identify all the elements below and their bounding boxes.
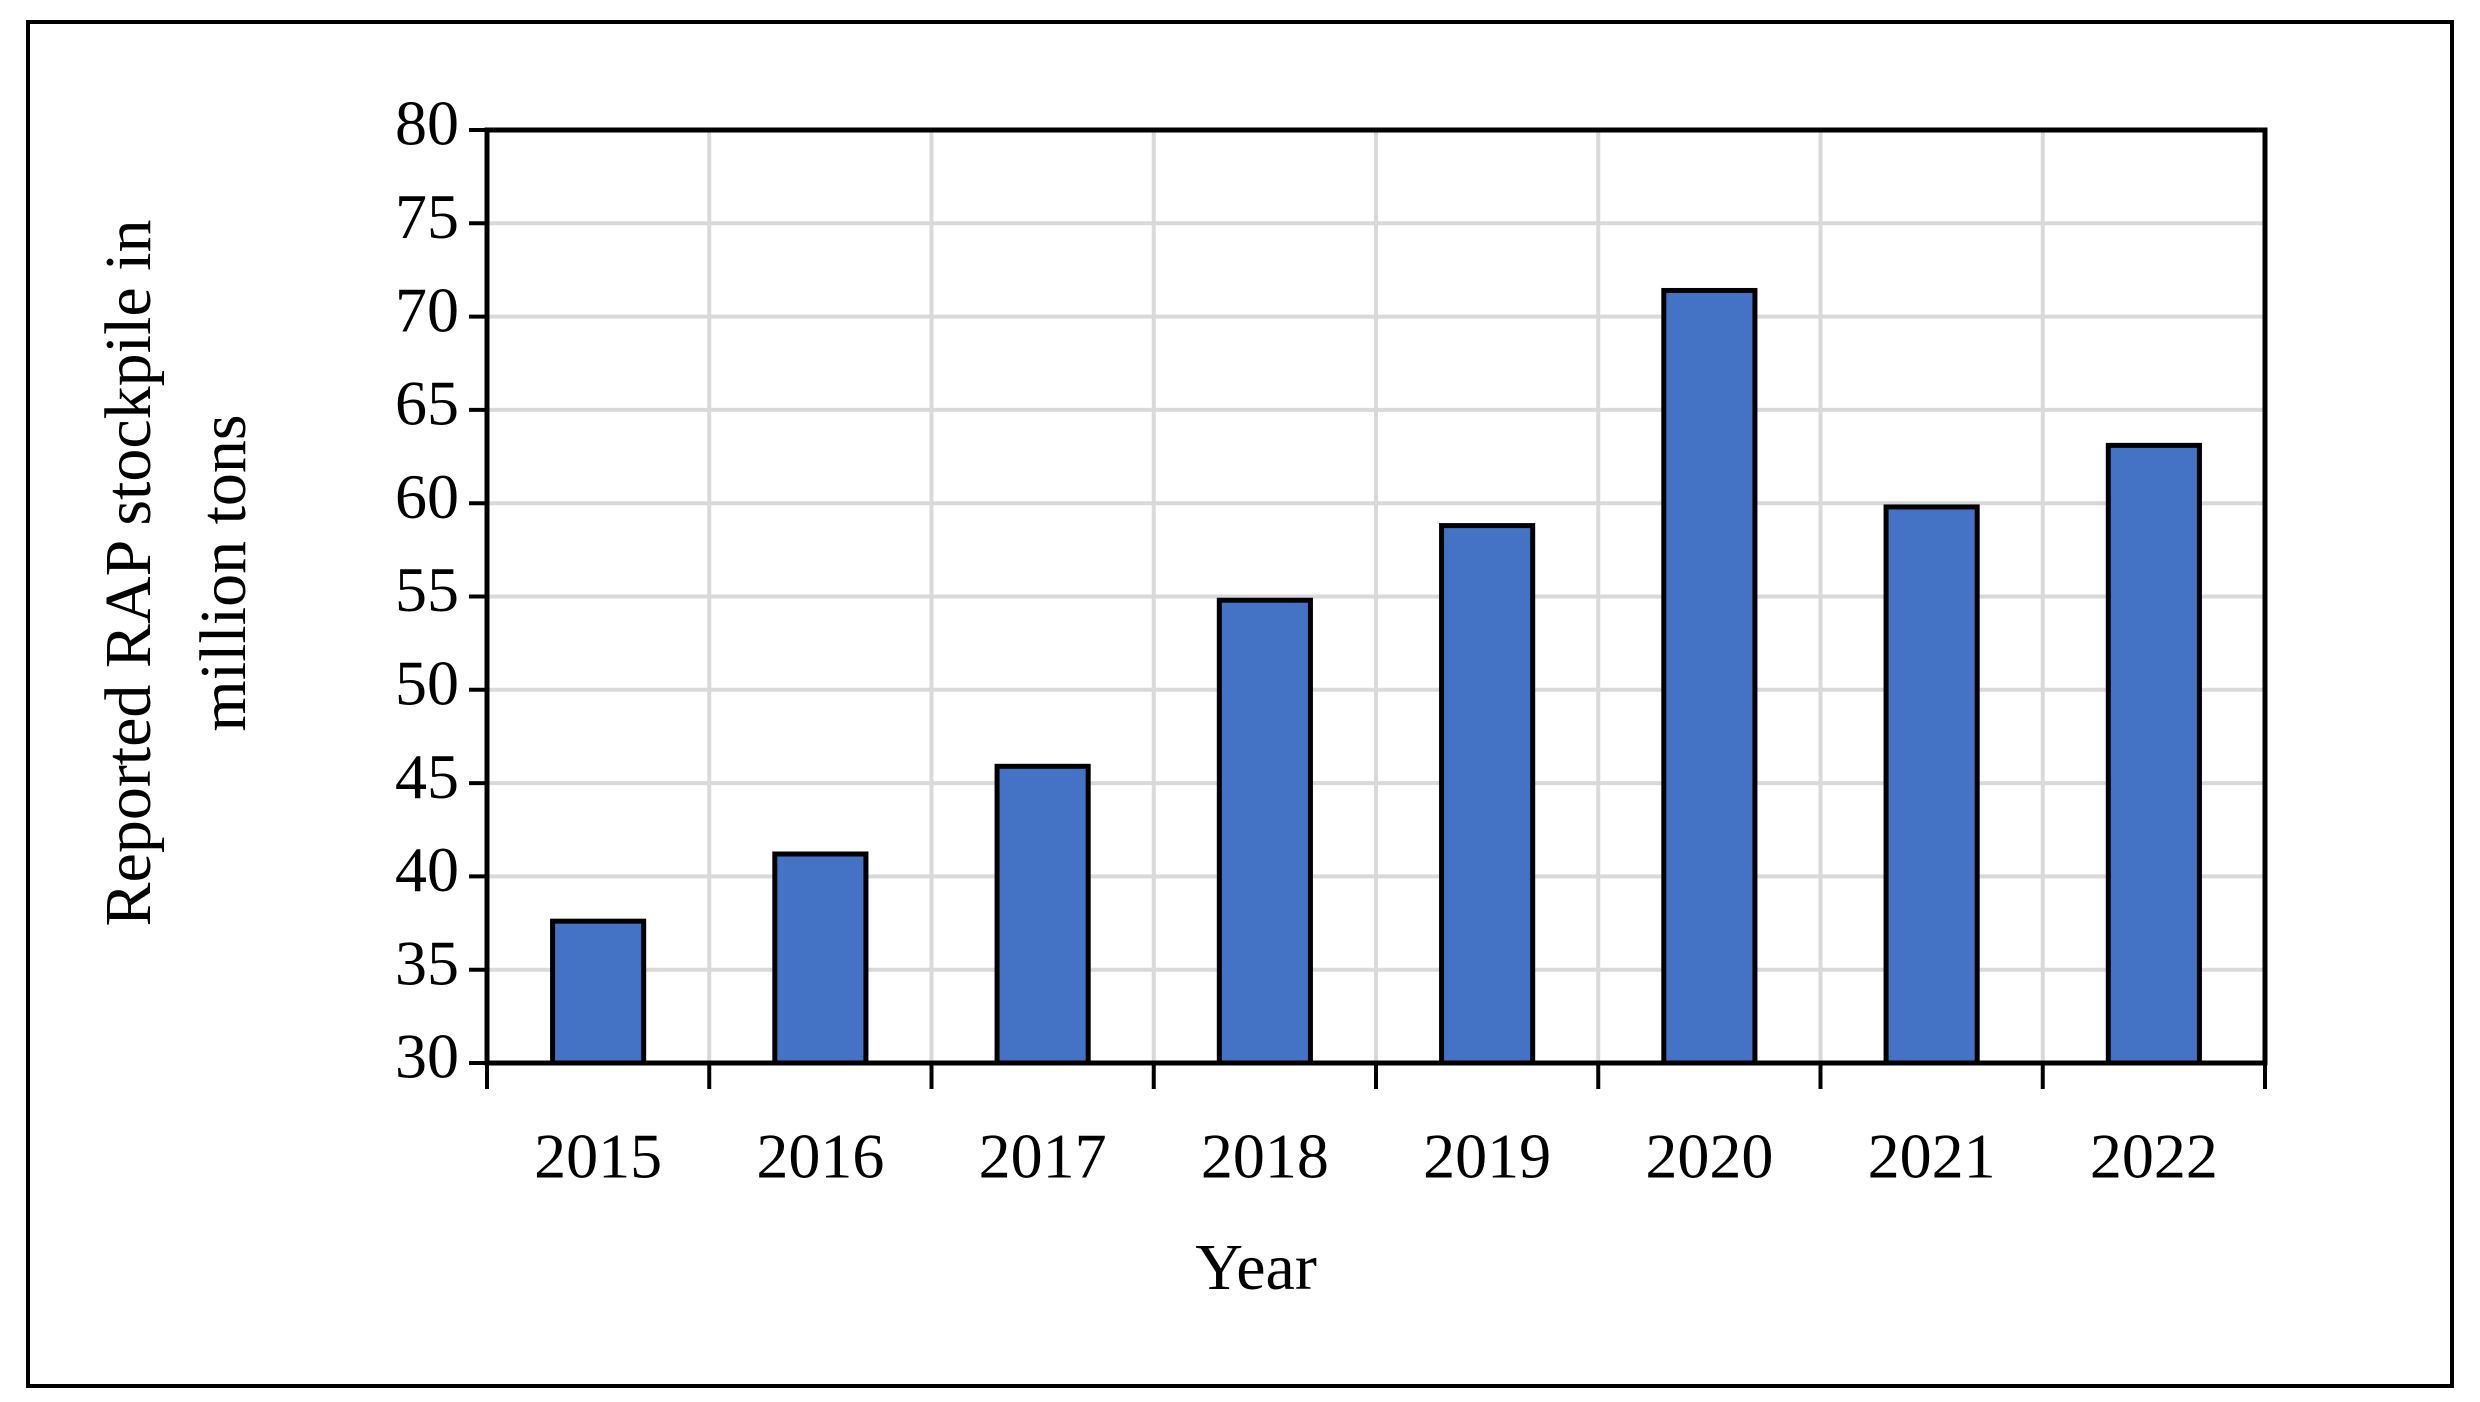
- y-tick-label: 45: [395, 741, 459, 812]
- y-tick-label: 55: [395, 554, 459, 625]
- x-tick-label: 2019: [1423, 1121, 1551, 1192]
- x-axis-title: Year: [1195, 1231, 1317, 1304]
- x-tick-label: 2017: [979, 1121, 1107, 1192]
- bar: [1439, 523, 1536, 1066]
- y-axis-title-line: Reported RAP stockpile in: [92, 220, 165, 927]
- bar: [772, 851, 869, 1066]
- y-tick-label: 70: [395, 274, 459, 345]
- y-axis-title: Reported RAP stockpile in million tons: [92, 220, 260, 927]
- bar: [550, 918, 647, 1066]
- x-tick-label: 2015: [534, 1121, 662, 1192]
- bar: [1216, 597, 1313, 1066]
- y-tick-label: 65: [395, 368, 459, 439]
- y-axis-title-line: million tons: [187, 414, 260, 731]
- y-tick-label: 75: [395, 181, 459, 252]
- y-tick-label: 35: [395, 927, 459, 998]
- y-tick-label: 60: [395, 461, 459, 532]
- x-tick-label: 2022: [2090, 1121, 2218, 1192]
- y-tick-label: 80: [395, 88, 459, 159]
- x-tick-label: 2016: [756, 1121, 884, 1192]
- bar: [1661, 287, 1758, 1066]
- plot-frame: [484, 127, 2268, 1066]
- y-tick-label: 40: [395, 834, 459, 905]
- y-tick-label: 50: [395, 647, 459, 718]
- y-tick-label: 30: [395, 1021, 459, 1092]
- bar: [2105, 442, 2202, 1066]
- bar: [994, 763, 1091, 1066]
- bar: [1883, 504, 1980, 1066]
- x-tick-label: 2021: [1868, 1121, 1996, 1192]
- x-tick-label: 2020: [1645, 1121, 1773, 1192]
- x-tick-label: 2018: [1201, 1121, 1329, 1192]
